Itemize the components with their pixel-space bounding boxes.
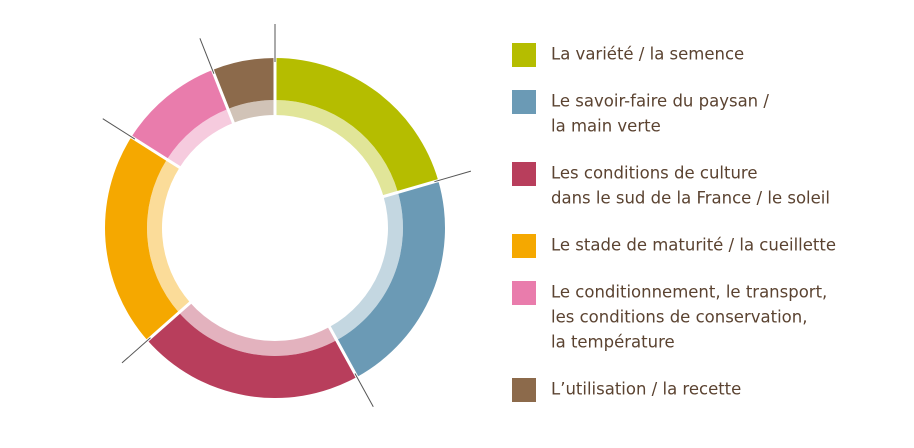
legend-swatch [512,234,536,258]
donut-inner-band [166,108,234,168]
segment-gap [381,178,441,199]
donut-segment [336,180,446,377]
legend-label: la main verte [551,117,661,136]
donut-segment [275,58,439,193]
segment-gap [144,300,193,343]
segment-gap [210,67,236,126]
legend-swatch [512,281,536,305]
donut-segment [212,58,275,109]
segment-separator [434,170,472,183]
segment-separator [121,337,151,364]
legend-swatch [512,378,536,402]
legend-label: dans le sud de la France / le soleil [551,189,830,208]
donut-inner-band [329,192,404,341]
legend-label: La variété / la semence [551,45,744,64]
legend-label: la température [551,333,675,352]
legend-label: Le stade de maturité / la cueillette [551,236,836,255]
legend-label: Les conditions de culture [551,164,758,183]
donut-inner-band [275,100,398,197]
donut-segment [105,136,179,341]
legend-label: Le conditionnement, le transport, [551,283,827,302]
legend-swatch [512,90,536,114]
segment-separator [102,118,136,140]
donut-segment [147,312,357,399]
legend-label: L’utilisation / la recette [551,380,741,399]
legend-label: les conditions de conservation, [551,308,807,327]
donut-segment [131,69,228,160]
legend-swatch [512,43,536,67]
donut-inner-band [147,159,191,313]
segment-gap [327,324,360,380]
donut-inner-band [178,302,337,357]
donut-inner-band [227,100,275,123]
segment-separator [199,38,215,74]
legend-swatch [512,162,536,186]
segment-separator [354,373,374,408]
legend-label: Le savoir-faire du paysan / [551,92,769,111]
segment-gap [128,134,183,170]
